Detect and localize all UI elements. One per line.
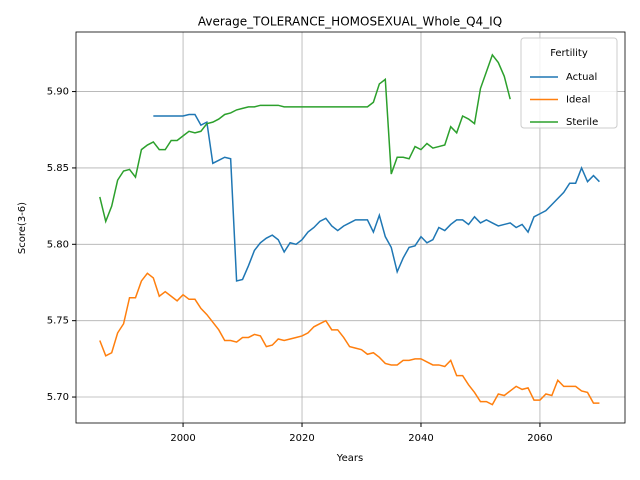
x-tick-label: 2040	[408, 433, 433, 444]
y-tick-label: 5.80	[47, 239, 69, 250]
y-axis-label: Score(3-6)	[17, 202, 28, 254]
y-tick-label: 5.75	[47, 316, 69, 327]
plot-frame	[75, 31, 626, 424]
y-tick-label: 5.70	[47, 392, 69, 403]
legend-title: Fertility	[550, 48, 588, 59]
series-line	[99, 53, 511, 224]
x-tick-label: 2060	[527, 433, 552, 444]
legend-box	[520, 37, 618, 129]
legend-label: Sterile	[566, 117, 598, 128]
legend-label: Ideal	[566, 95, 590, 106]
series-line	[153, 113, 600, 282]
chart-title: Average_TOLERANCE_HOMOSEXUAL_Whole_Q4_IQ	[198, 15, 502, 29]
y-tick-label: 5.85	[47, 163, 69, 174]
y-tick-label: 5.90	[47, 87, 69, 98]
x-tick-label: 2020	[289, 433, 314, 444]
legend-label: Actual	[566, 72, 597, 83]
series-line	[99, 272, 600, 406]
x-axis-label: Years	[336, 453, 363, 464]
x-tick-label: 2000	[170, 433, 195, 444]
